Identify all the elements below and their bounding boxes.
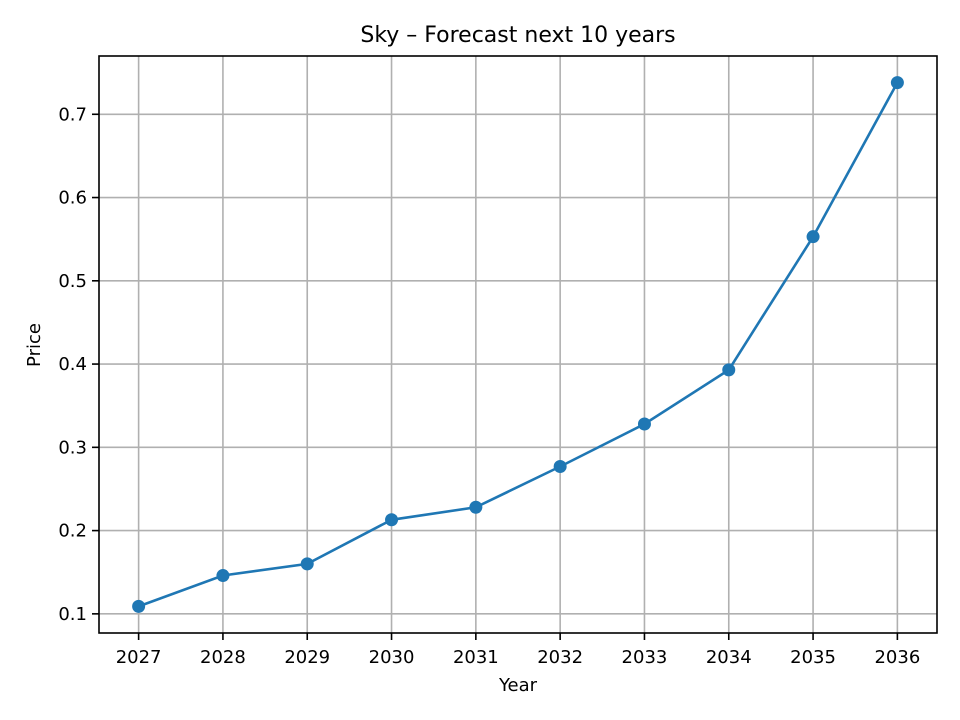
data-point-marker bbox=[806, 230, 820, 244]
chart-title: Sky – Forecast next 10 years bbox=[360, 23, 675, 48]
data-point-marker bbox=[553, 459, 567, 473]
data-point-marker bbox=[469, 500, 483, 514]
y-tick-label: 0.1 bbox=[58, 604, 87, 625]
data-point-marker bbox=[722, 363, 736, 377]
plot-frame bbox=[98, 55, 938, 634]
x-tick-label: 2033 bbox=[622, 647, 668, 668]
y-tick-label: 0.2 bbox=[58, 521, 87, 542]
data-point-marker bbox=[216, 569, 230, 583]
y-tick-label: 0.4 bbox=[58, 354, 87, 375]
series-line bbox=[138, 81, 899, 608]
data-point-marker bbox=[890, 76, 904, 90]
y-tick-label: 0.6 bbox=[58, 188, 87, 209]
x-tick-label: 2035 bbox=[790, 647, 836, 668]
x-tick-label: 2032 bbox=[537, 647, 583, 668]
x-tick-label: 2031 bbox=[453, 647, 499, 668]
y-axis-label: Price bbox=[24, 323, 45, 367]
y-tick-label: 0.7 bbox=[58, 104, 87, 125]
x-tick-label: 2036 bbox=[874, 647, 920, 668]
x-tick-label: 2030 bbox=[369, 647, 415, 668]
axis-ticks: 2027 2028 2029 2030 2031 2032 2033 2034 2035 2036… bbox=[58, 104, 920, 668]
grid bbox=[99, 56, 937, 633]
y-tick-label: 0.5 bbox=[58, 271, 87, 292]
data-point-marker bbox=[132, 599, 146, 613]
x-tick-label: 2034 bbox=[706, 647, 752, 668]
x-axis-label: Year bbox=[498, 675, 538, 696]
series bbox=[132, 76, 904, 613]
data-point-marker bbox=[300, 557, 314, 571]
x-tick-label: 2029 bbox=[284, 647, 330, 668]
data-point-marker bbox=[637, 417, 651, 431]
data-point-marker bbox=[385, 513, 399, 527]
y-tick-label: 0.3 bbox=[58, 437, 87, 458]
x-tick-label: 2027 bbox=[116, 647, 162, 668]
x-tick-label: 2028 bbox=[200, 647, 246, 668]
